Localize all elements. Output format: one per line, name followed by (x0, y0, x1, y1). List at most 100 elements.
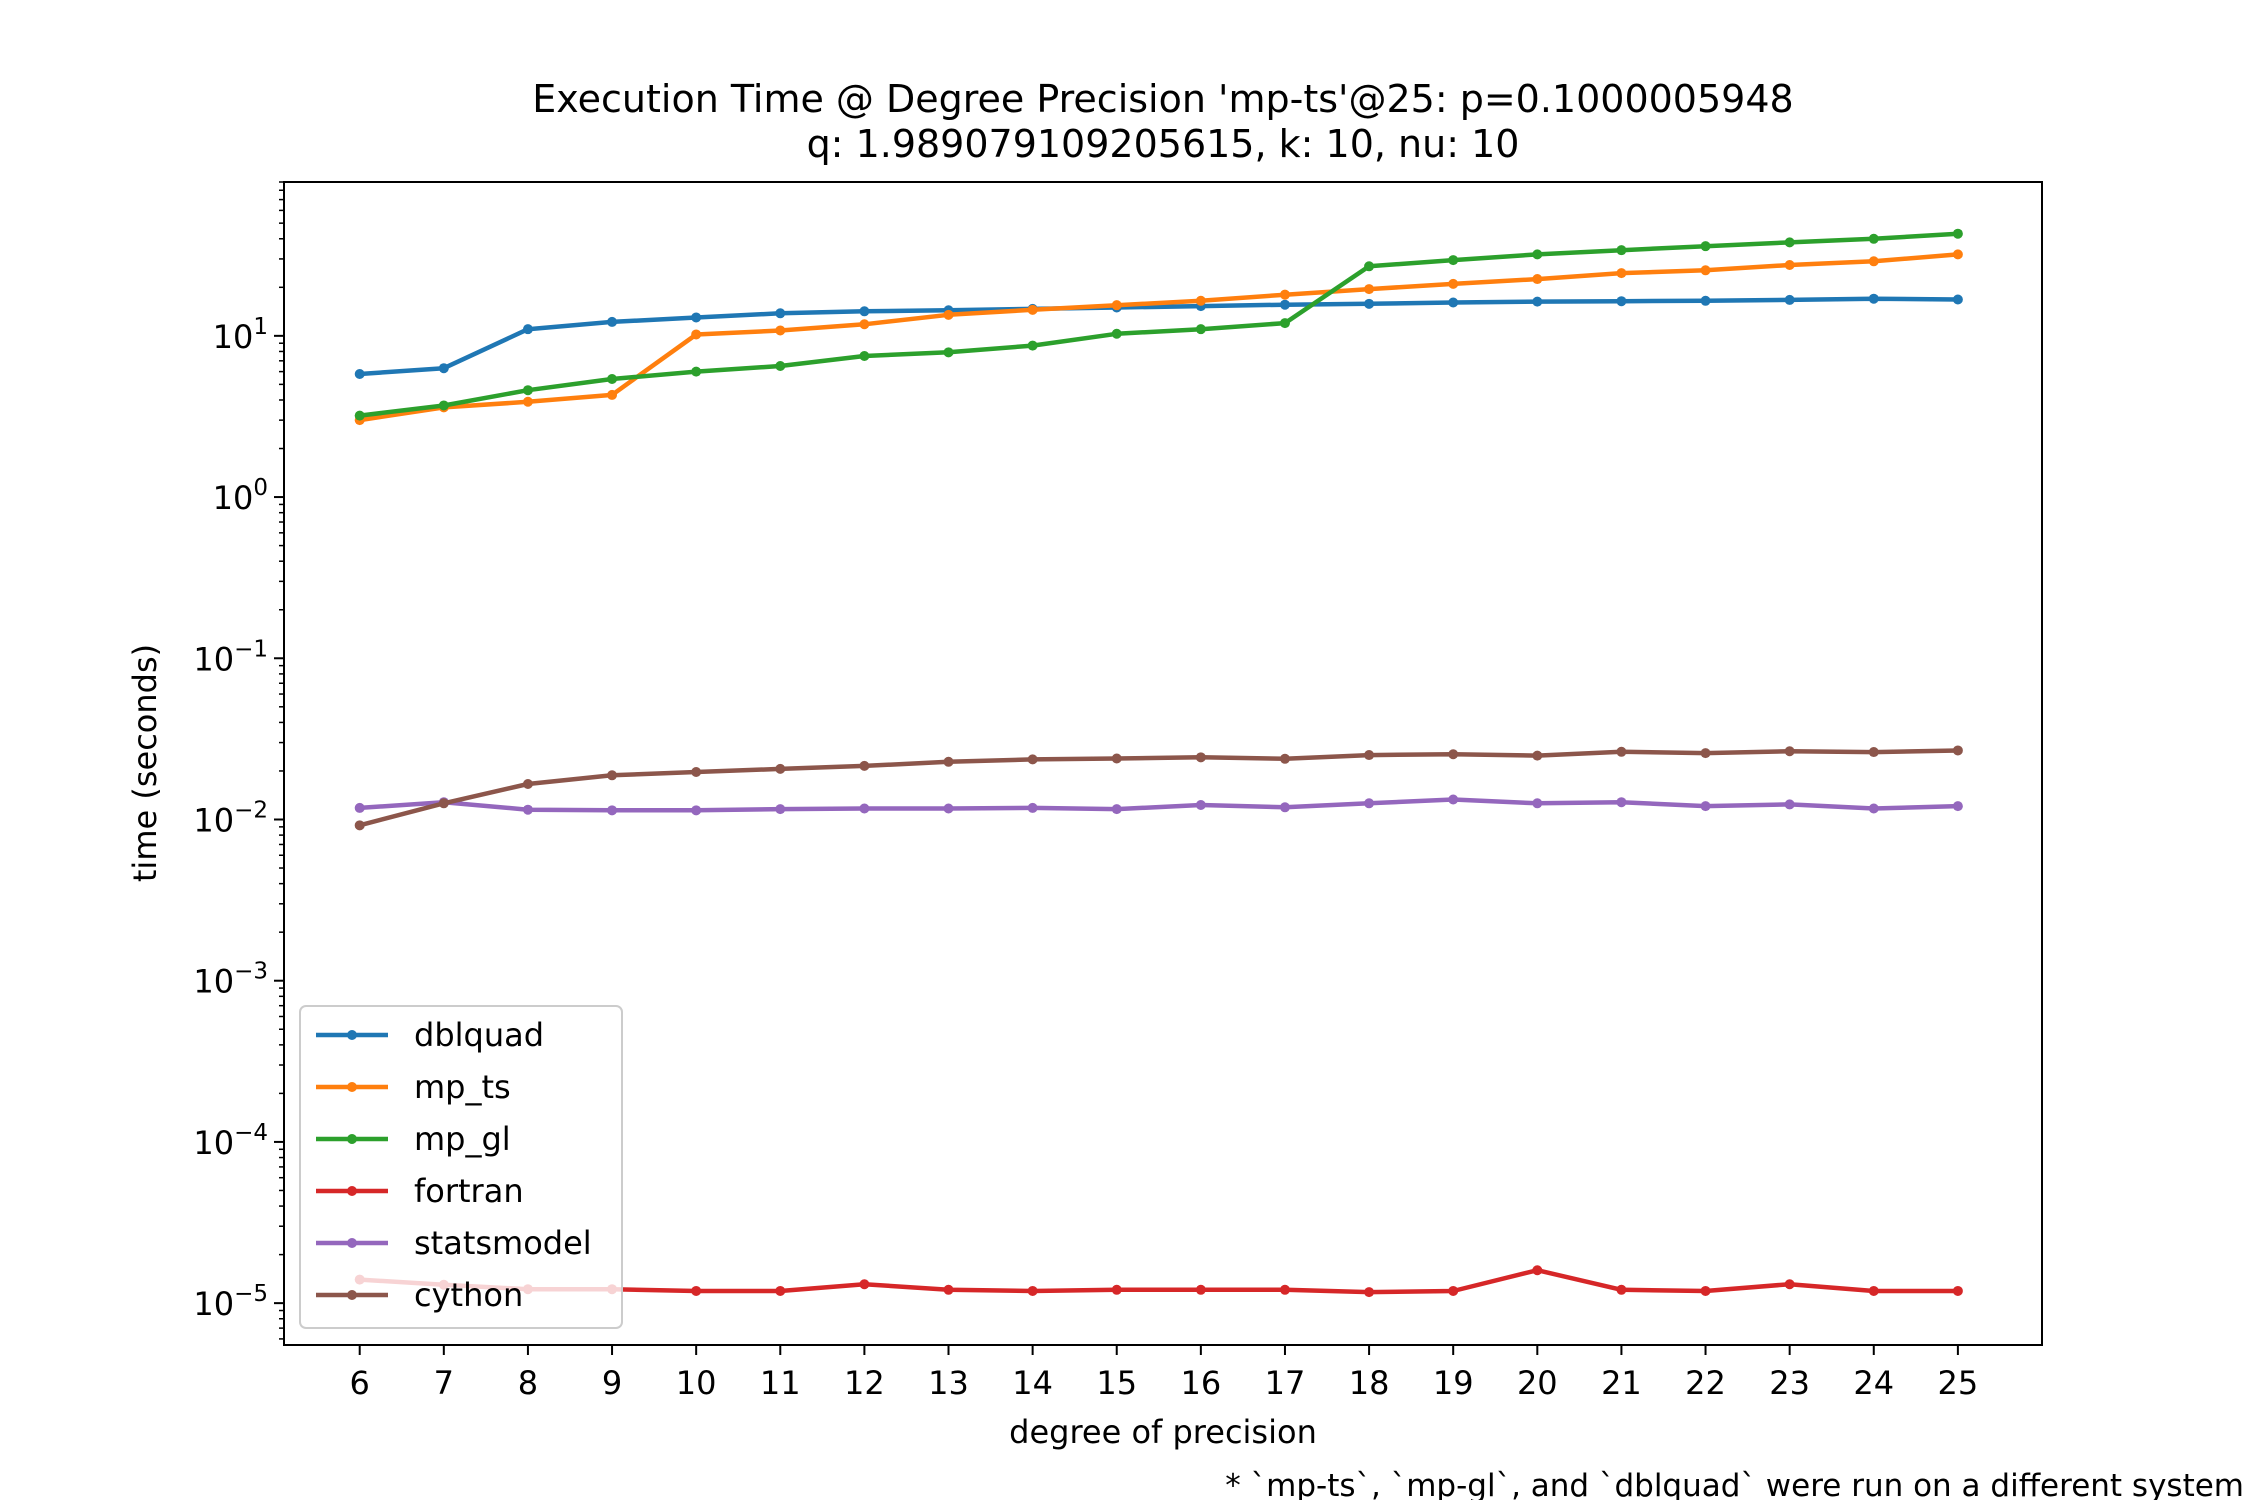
legend-item-fortran: fortran (316, 1172, 524, 1210)
data-point (522, 385, 533, 396)
legend-marker (347, 1082, 357, 1092)
series-line (359, 797, 1958, 813)
data-point (522, 324, 533, 335)
data-point (1700, 1285, 1711, 1296)
data-point (1868, 1285, 1879, 1296)
data-point (1279, 299, 1290, 310)
data-point (775, 763, 786, 774)
x-tick-label: 6 (350, 1364, 370, 1402)
series-line (359, 296, 1958, 377)
data-point (1195, 295, 1206, 306)
data-point (859, 350, 870, 361)
x-tick-label: 9 (602, 1364, 622, 1402)
data-point (1111, 1284, 1122, 1295)
plot-frame (283, 181, 2043, 1346)
data-point (691, 329, 702, 340)
series-statsmodel (354, 794, 1963, 816)
data-point (1364, 1287, 1375, 1298)
legend-marker (347, 1134, 357, 1144)
data-point (607, 389, 618, 400)
legend-marker (347, 1030, 357, 1040)
data-point (522, 779, 533, 790)
axis-ticks: 6 7 8 9 10 11 12 13 14 15 16 17 18 19 20 21 22 23 24 25 10−5… (193, 181, 1979, 1402)
x-tick-label: 25 (1938, 1364, 1979, 1402)
data-point (1195, 324, 1206, 335)
data-point (522, 804, 533, 815)
data-point (859, 306, 870, 317)
data-point (859, 760, 870, 771)
series-layer (354, 228, 1963, 1298)
data-point (1364, 798, 1375, 809)
series-mp_gl (354, 228, 1963, 421)
data-point (1279, 318, 1290, 329)
x-tick-label: 15 (1096, 1364, 1137, 1402)
data-point (1784, 237, 1795, 248)
data-point (1111, 804, 1122, 815)
data-point (1279, 753, 1290, 764)
data-point (1027, 1285, 1038, 1296)
data-point (943, 309, 954, 320)
data-point (1868, 233, 1879, 244)
series-line (359, 231, 1959, 418)
data-point (1784, 260, 1795, 271)
data-point (1027, 754, 1038, 765)
legend-label: statsmodel (414, 1224, 592, 1262)
data-point (1868, 803, 1879, 814)
data-point (1616, 1284, 1627, 1295)
data-point (943, 1284, 954, 1295)
legend-marker (347, 1238, 357, 1248)
x-tick-label: 16 (1180, 1364, 1221, 1402)
series-mp_ts (354, 249, 1963, 426)
chart-title: Execution Time @ Degree Precision 'mp-ts… (532, 77, 1793, 121)
data-point (1195, 1284, 1206, 1295)
data-point (1700, 748, 1711, 759)
data-point (1364, 750, 1375, 761)
data-point (1784, 799, 1795, 810)
legend-label: dblquad (414, 1016, 544, 1054)
data-point (354, 368, 365, 379)
data-point (1952, 249, 1963, 260)
data-point (859, 1279, 870, 1290)
data-point (607, 805, 618, 816)
data-point (943, 803, 954, 814)
data-point (1616, 296, 1627, 307)
data-point (607, 373, 618, 384)
x-tick-label: 14 (1012, 1364, 1053, 1402)
data-point (1027, 802, 1038, 813)
x-tick-label: 21 (1601, 1364, 1642, 1402)
data-point (1952, 228, 1963, 239)
data-point (1279, 802, 1290, 813)
series-line (359, 252, 1959, 423)
data-point (1532, 274, 1543, 285)
y-axis-label: time (seconds) (126, 644, 164, 882)
data-point (522, 396, 533, 407)
y-tick-label: 10−5 (193, 1281, 268, 1323)
y-tick-label: 101 (213, 314, 268, 356)
legend-marker (347, 1290, 357, 1300)
series-cython (354, 745, 1963, 831)
data-point (691, 805, 702, 816)
data-point (1868, 293, 1879, 304)
data-point (1448, 794, 1459, 805)
data-point (1279, 289, 1290, 300)
y-tick-label: 10−3 (193, 959, 268, 1001)
data-point (943, 756, 954, 767)
data-point (354, 802, 365, 813)
data-point (1700, 295, 1711, 306)
data-point (691, 366, 702, 377)
data-point (1027, 340, 1038, 351)
data-point (1952, 745, 1963, 756)
legend-label: mp_gl (414, 1120, 511, 1158)
x-axis-label: degree of precision (1009, 1413, 1317, 1451)
legend-item-mp_ts: mp_ts (316, 1068, 511, 1106)
legend-item-statsmodel: statsmodel (316, 1224, 592, 1262)
data-point (438, 798, 449, 809)
data-point (1952, 1285, 1963, 1296)
data-point (1364, 284, 1375, 295)
data-point (1700, 241, 1711, 252)
data-point (1784, 746, 1795, 757)
legend-label: fortran (414, 1172, 524, 1210)
data-point (1784, 1279, 1795, 1290)
data-point (1448, 749, 1459, 760)
